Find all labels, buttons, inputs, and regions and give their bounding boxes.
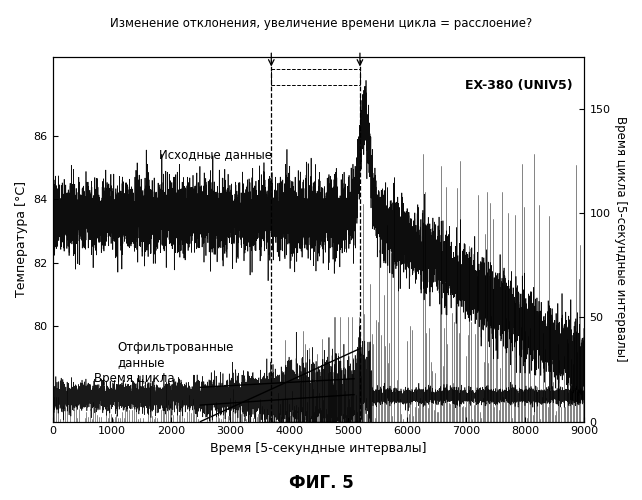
X-axis label: Время [5-секундные интервалы]: Время [5-секундные интервалы] [211,442,427,455]
Text: Время цикла: Время цикла [94,372,175,385]
Text: Отфильтрованные
данные: Отфильтрованные данные [117,340,234,368]
Y-axis label: Время цикла [5-секундные интервалы]: Время цикла [5-секундные интервалы] [614,116,627,362]
Text: Исходные данные: Исходные данные [159,148,272,162]
Text: ФИГ. 5: ФИГ. 5 [289,474,353,492]
Text: EX-380 (UNIV5): EX-380 (UNIV5) [465,79,573,92]
Text: Изменение отклонения, увеличение времени цикла = расслоение?: Изменение отклонения, увеличение времени… [110,18,532,30]
Y-axis label: Температура [°C]: Температура [°C] [15,181,28,297]
